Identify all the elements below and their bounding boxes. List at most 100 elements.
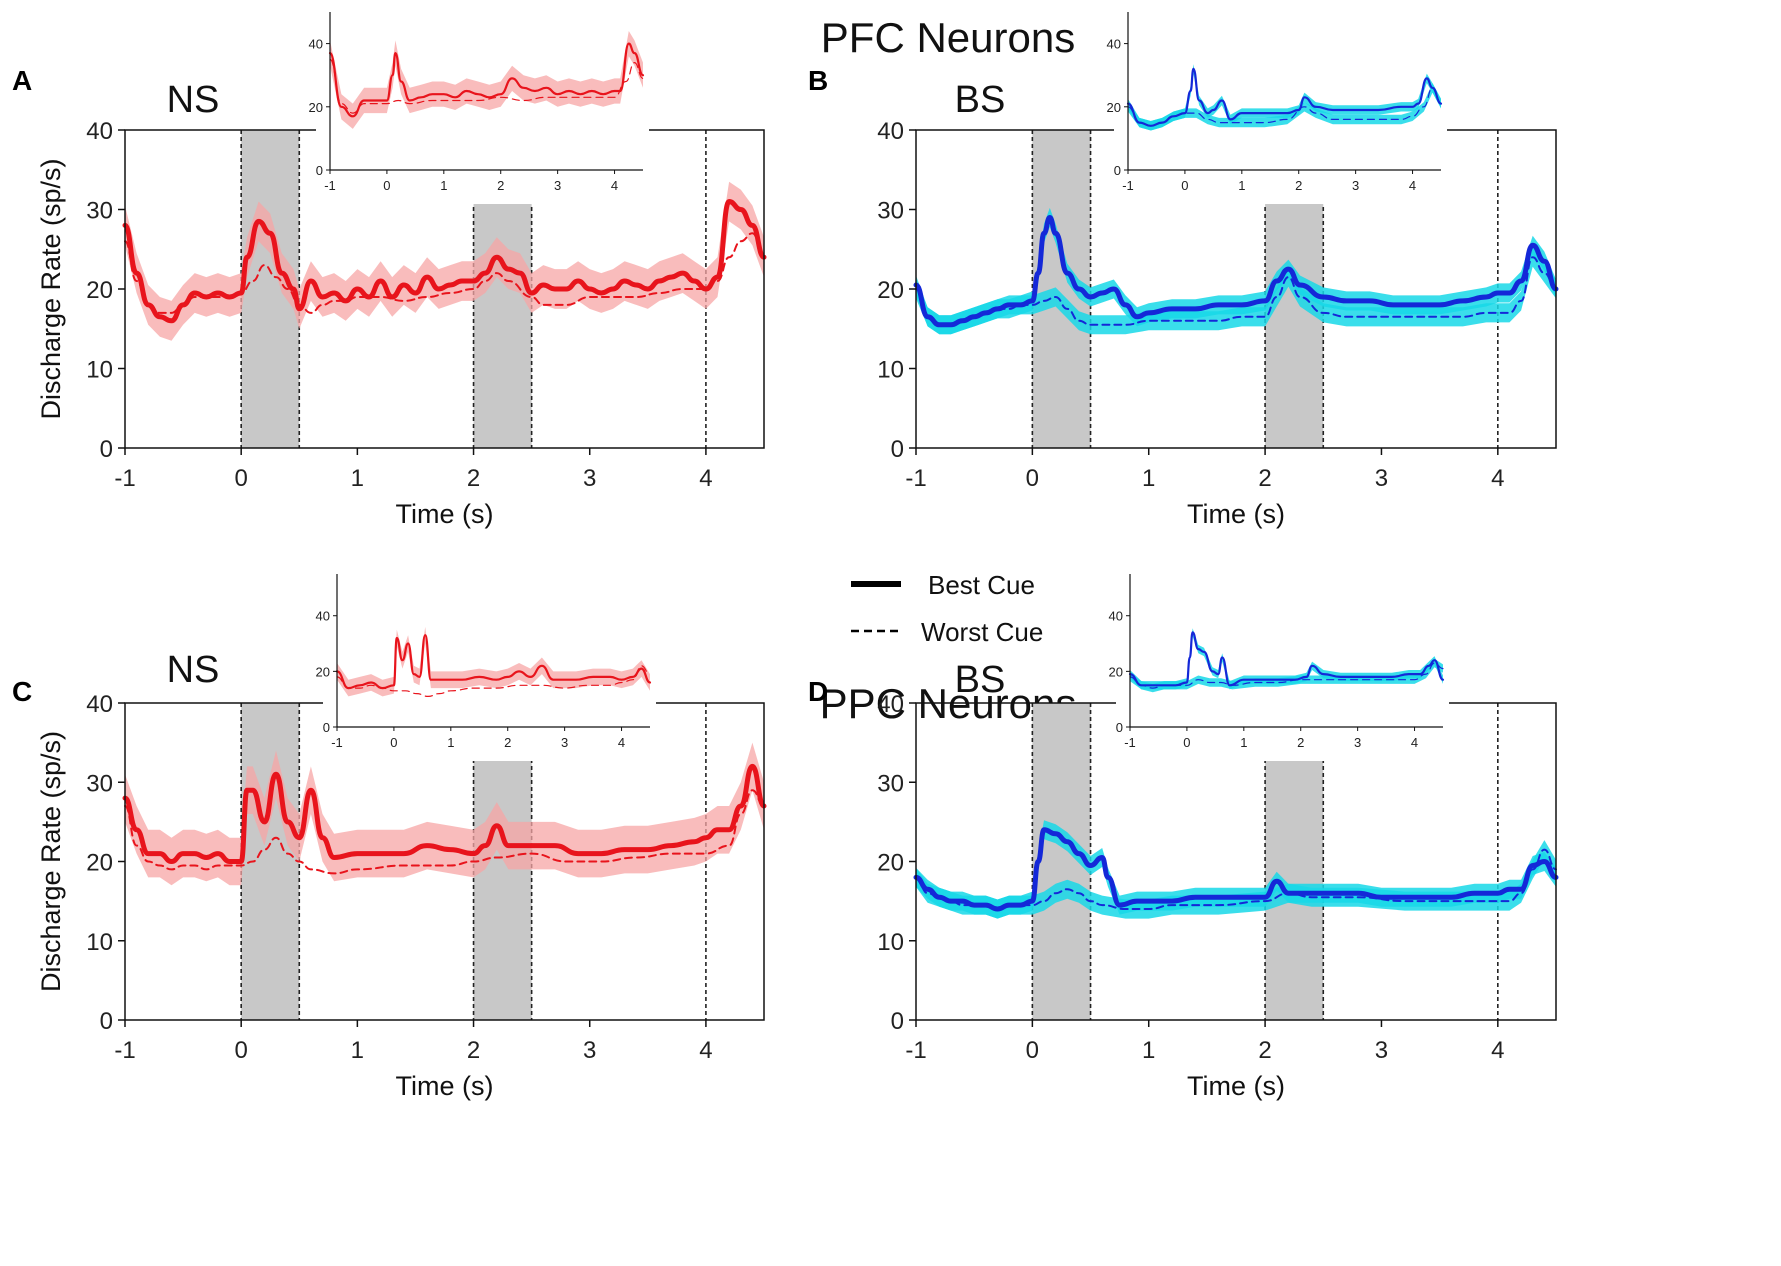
panel-c-y-tick-label: 0 <box>100 1008 113 1035</box>
panel-a-x-tick-label: 0 <box>235 465 248 492</box>
panel-b-x-tick-label: 2 <box>1258 465 1271 492</box>
panel-a-y-tick-label: 0 <box>100 436 113 463</box>
panel-d-y-tick-label: 20 <box>877 850 904 877</box>
inset-a-inset-x-tick-label: 0 <box>383 178 390 193</box>
inset-a-inset-band-best <box>330 31 643 129</box>
panel-a-x-axis-label: Time (s) <box>396 499 494 529</box>
inset-d-inset-x-tick-label: -1 <box>1124 735 1136 750</box>
inset-a-inset-x-tick-label: 4 <box>611 178 618 193</box>
inset-a-inset-x-tick-label: 2 <box>497 178 504 193</box>
panel-c-x-tick-label: 2 <box>467 1037 480 1064</box>
inset-b-inset-x-tick-label: 0 <box>1181 178 1188 193</box>
panel-d-x-tick-label: 0 <box>1026 1037 1039 1064</box>
panel-c-band-best <box>125 742 764 886</box>
panel-c-y-tick-label: 20 <box>86 850 113 877</box>
panel-d-line-best-cue <box>913 827 1559 912</box>
inset-c-inset-y-tick-label: 40 <box>316 609 330 624</box>
panel-b-y-tick-label: 20 <box>877 277 904 304</box>
inset-c-inset-x-tick-label: 0 <box>390 735 397 750</box>
panel-c-x-tick-label: 0 <box>235 1037 248 1064</box>
panel-b-x-axis-label: Time (s) <box>1187 499 1285 529</box>
panel-a-y-tick-label: 40 <box>86 118 113 145</box>
inset-b-inset-y-tick-label: 0 <box>1114 163 1121 178</box>
inset-c-inset-y-tick-label: 20 <box>316 664 330 679</box>
inset-d-inset-y-tick-label: 0 <box>1116 720 1123 735</box>
inset-b-inset-line-worst-cue <box>1127 87 1442 127</box>
panel-b-x-tick-label: 4 <box>1491 465 1504 492</box>
panel-d-y-tick-label: 10 <box>877 929 904 956</box>
inset-b-inset-x-tick-label: 3 <box>1352 178 1359 193</box>
inset-d-inset-x-tick-label: 4 <box>1411 735 1418 750</box>
panel-a-line-worst-cue <box>124 232 765 314</box>
inset-a-inset-x-tick-label: 1 <box>440 178 447 193</box>
inset-d-inset-background <box>1116 568 1449 761</box>
panel-b-y-tick-label: 30 <box>877 198 904 225</box>
inset-b-inset-x-tick-label: 1 <box>1238 178 1245 193</box>
panel-b-x-tick-label: 0 <box>1026 465 1039 492</box>
inset-c-inset-x-tick-label: 1 <box>447 735 454 750</box>
inset-a-inset-x-tick-label: 3 <box>554 178 561 193</box>
panel-c-x-axis-label: Time (s) <box>396 1071 494 1101</box>
panel-c-y-tick-label: 10 <box>86 929 113 956</box>
panel-d-y-tick-label: 30 <box>877 770 904 797</box>
panel-b-x-tick-label: 3 <box>1375 465 1388 492</box>
panel-d-line-worst-cue <box>915 848 1557 911</box>
inset-c-inset-line-best-cue <box>335 634 652 690</box>
inset-d-inset-y-tick-label: 40 <box>1109 609 1123 624</box>
panel-d-x-axis-label: Time (s) <box>1187 1071 1285 1101</box>
inset-d-inset-x-tick-label: 2 <box>1297 735 1304 750</box>
panel-b-x-tick-label: -1 <box>905 465 926 492</box>
section-title-pfc: PFC Neurons <box>821 14 1075 61</box>
inset-d-inset-x-tick-label: 1 <box>1240 735 1247 750</box>
panel-a-y-axis-label: Discharge Rate (sp/s) <box>36 158 66 419</box>
panel-b-y-tick-label: 0 <box>891 436 904 463</box>
panel-b-y-tick-label: 10 <box>877 357 904 384</box>
panel-a-letter: A <box>12 65 32 96</box>
inset-b-inset-band-worst <box>1128 83 1441 131</box>
panel-c-x-tick-label: 4 <box>699 1037 712 1064</box>
inset-a-inset-line-worst-cue <box>329 58 644 114</box>
panel-d-x-tick-label: -1 <box>905 1037 926 1064</box>
legend-best-label: Best Cue <box>928 570 1035 600</box>
panel-c-x-tick-label: 3 <box>583 1037 596 1064</box>
panel-a-x-tick-label: 4 <box>699 465 712 492</box>
panel-b-title: BS <box>955 79 1006 121</box>
inset-c-inset-x-tick-label: 2 <box>504 735 511 750</box>
inset-b-inset-x-tick-label: 4 <box>1409 178 1416 193</box>
panel-c-x-tick-label: -1 <box>114 1037 135 1064</box>
inset-b-inset-x-tick-label: -1 <box>1122 178 1134 193</box>
panel-d-y-tick-label: 40 <box>877 691 904 718</box>
panel-b-band-worst <box>916 247 1556 335</box>
panel-d-x-tick-label: 2 <box>1258 1037 1271 1064</box>
panel-a-y-tick-label: 30 <box>86 198 113 225</box>
panel-a-x-tick-label: 3 <box>583 465 596 492</box>
inset-c-inset-x-tick-label: -1 <box>331 735 343 750</box>
inset-d-inset-x-tick-label: 0 <box>1183 735 1190 750</box>
inset-c-inset-background <box>323 568 656 761</box>
inset-d-inset-line-worst-cue <box>1129 662 1444 689</box>
panel-b-y-tick-label: 40 <box>877 118 904 145</box>
panel-a-x-tick-label: -1 <box>114 465 135 492</box>
inset-b-inset-x-tick-label: 2 <box>1295 178 1302 193</box>
inset-a-inset-y-tick-label: 40 <box>309 37 323 52</box>
inset-d-inset-band-best <box>1130 628 1443 690</box>
inset-c-inset-x-tick-label: 3 <box>561 735 568 750</box>
panel-c-y-axis-label: Discharge Rate (sp/s) <box>36 731 66 992</box>
inset-a-inset-y-tick-label: 20 <box>309 100 323 115</box>
panel-a-y-tick-label: 20 <box>86 277 113 304</box>
panel-c-letter: C <box>12 676 32 707</box>
panel-c-y-tick-label: 40 <box>86 691 113 718</box>
panel-a-y-tick-label: 10 <box>86 357 113 384</box>
panel-a-band-best <box>125 181 764 341</box>
panel-d-title: BS <box>955 659 1006 701</box>
panel-c-y-tick-label: 30 <box>86 770 113 797</box>
panel-b-letter: B <box>808 65 828 96</box>
panel-c-line-worst-cue <box>124 789 765 875</box>
panel-c-title: NS <box>167 649 220 691</box>
